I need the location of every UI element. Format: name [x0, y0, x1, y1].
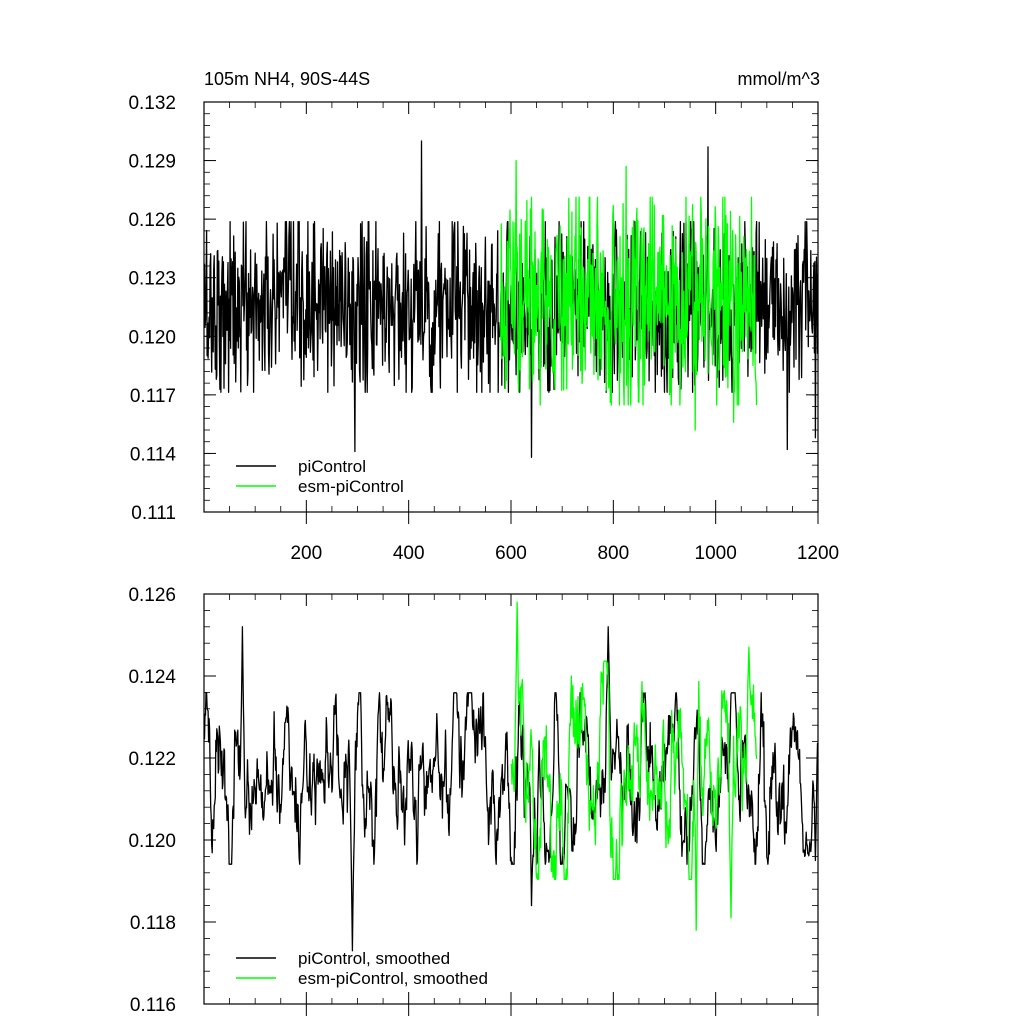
legend-label: esm-piControl, smoothed [298, 969, 488, 988]
top-panel-units: mmol/m^3 [738, 69, 820, 89]
bottom-axis-ticks: 0.116 0.118 0.120 0.122 0.124 0.126 [128, 585, 819, 1016]
y-tick-label: 0.123 [128, 269, 176, 290]
top-panel-title: 105m NH4, 90S-44S [204, 69, 370, 89]
y-tick-label: 0.126 [128, 210, 176, 231]
y-tick-label: 0.129 [128, 152, 176, 173]
y-tick-label: 0.120 [128, 327, 176, 348]
x-tick-label: 600 [495, 543, 527, 564]
bottom-plot-area [204, 601, 818, 952]
x-tick-label: 800 [597, 543, 629, 564]
x-tick-label: 1000 [695, 543, 737, 564]
bottom-panel: 0.116 0.118 0.120 0.122 0.124 0.126 piControl… [128, 585, 819, 1016]
series-line-esm-picontrol [500, 159, 758, 431]
x-tick-label: 400 [393, 543, 425, 564]
legend-label: piControl, smoothed [298, 949, 450, 968]
y-tick-label: 0.118 [130, 913, 176, 934]
y-tick-label: 0.132 [128, 93, 176, 114]
y-tick-label: 0.111 [131, 503, 176, 524]
x-tick-label: 200 [290, 543, 322, 564]
y-tick-label: 0.124 [128, 667, 176, 688]
x-tick-label: 1200 [797, 543, 839, 564]
top-panel: 105m NH4, 90S-44S mmol/m^3 0.1110.1140.1… [128, 69, 839, 564]
legend-label: piControl [298, 457, 366, 476]
y-tick-label: 0.126 [128, 585, 176, 606]
y-tick-label: 0.116 [130, 995, 176, 1016]
legend-label: esm-piControl [298, 477, 404, 496]
series-line-picontrol-smoothed [204, 626, 818, 952]
series-line-esm-picontrol-smoothed [510, 601, 758, 931]
top-axis-ticks: 0.111 0.114 0.117 0.120 0.123 0.126 0.129 0.132… [128, 93, 839, 564]
y-tick-label: 0.117 [130, 386, 176, 407]
top-plot-area [204, 140, 818, 458]
y-tick-label: 0.114 [130, 444, 177, 465]
y-tick-label: 0.120 [128, 831, 176, 852]
y-tick-label: 0.122 [128, 749, 176, 770]
